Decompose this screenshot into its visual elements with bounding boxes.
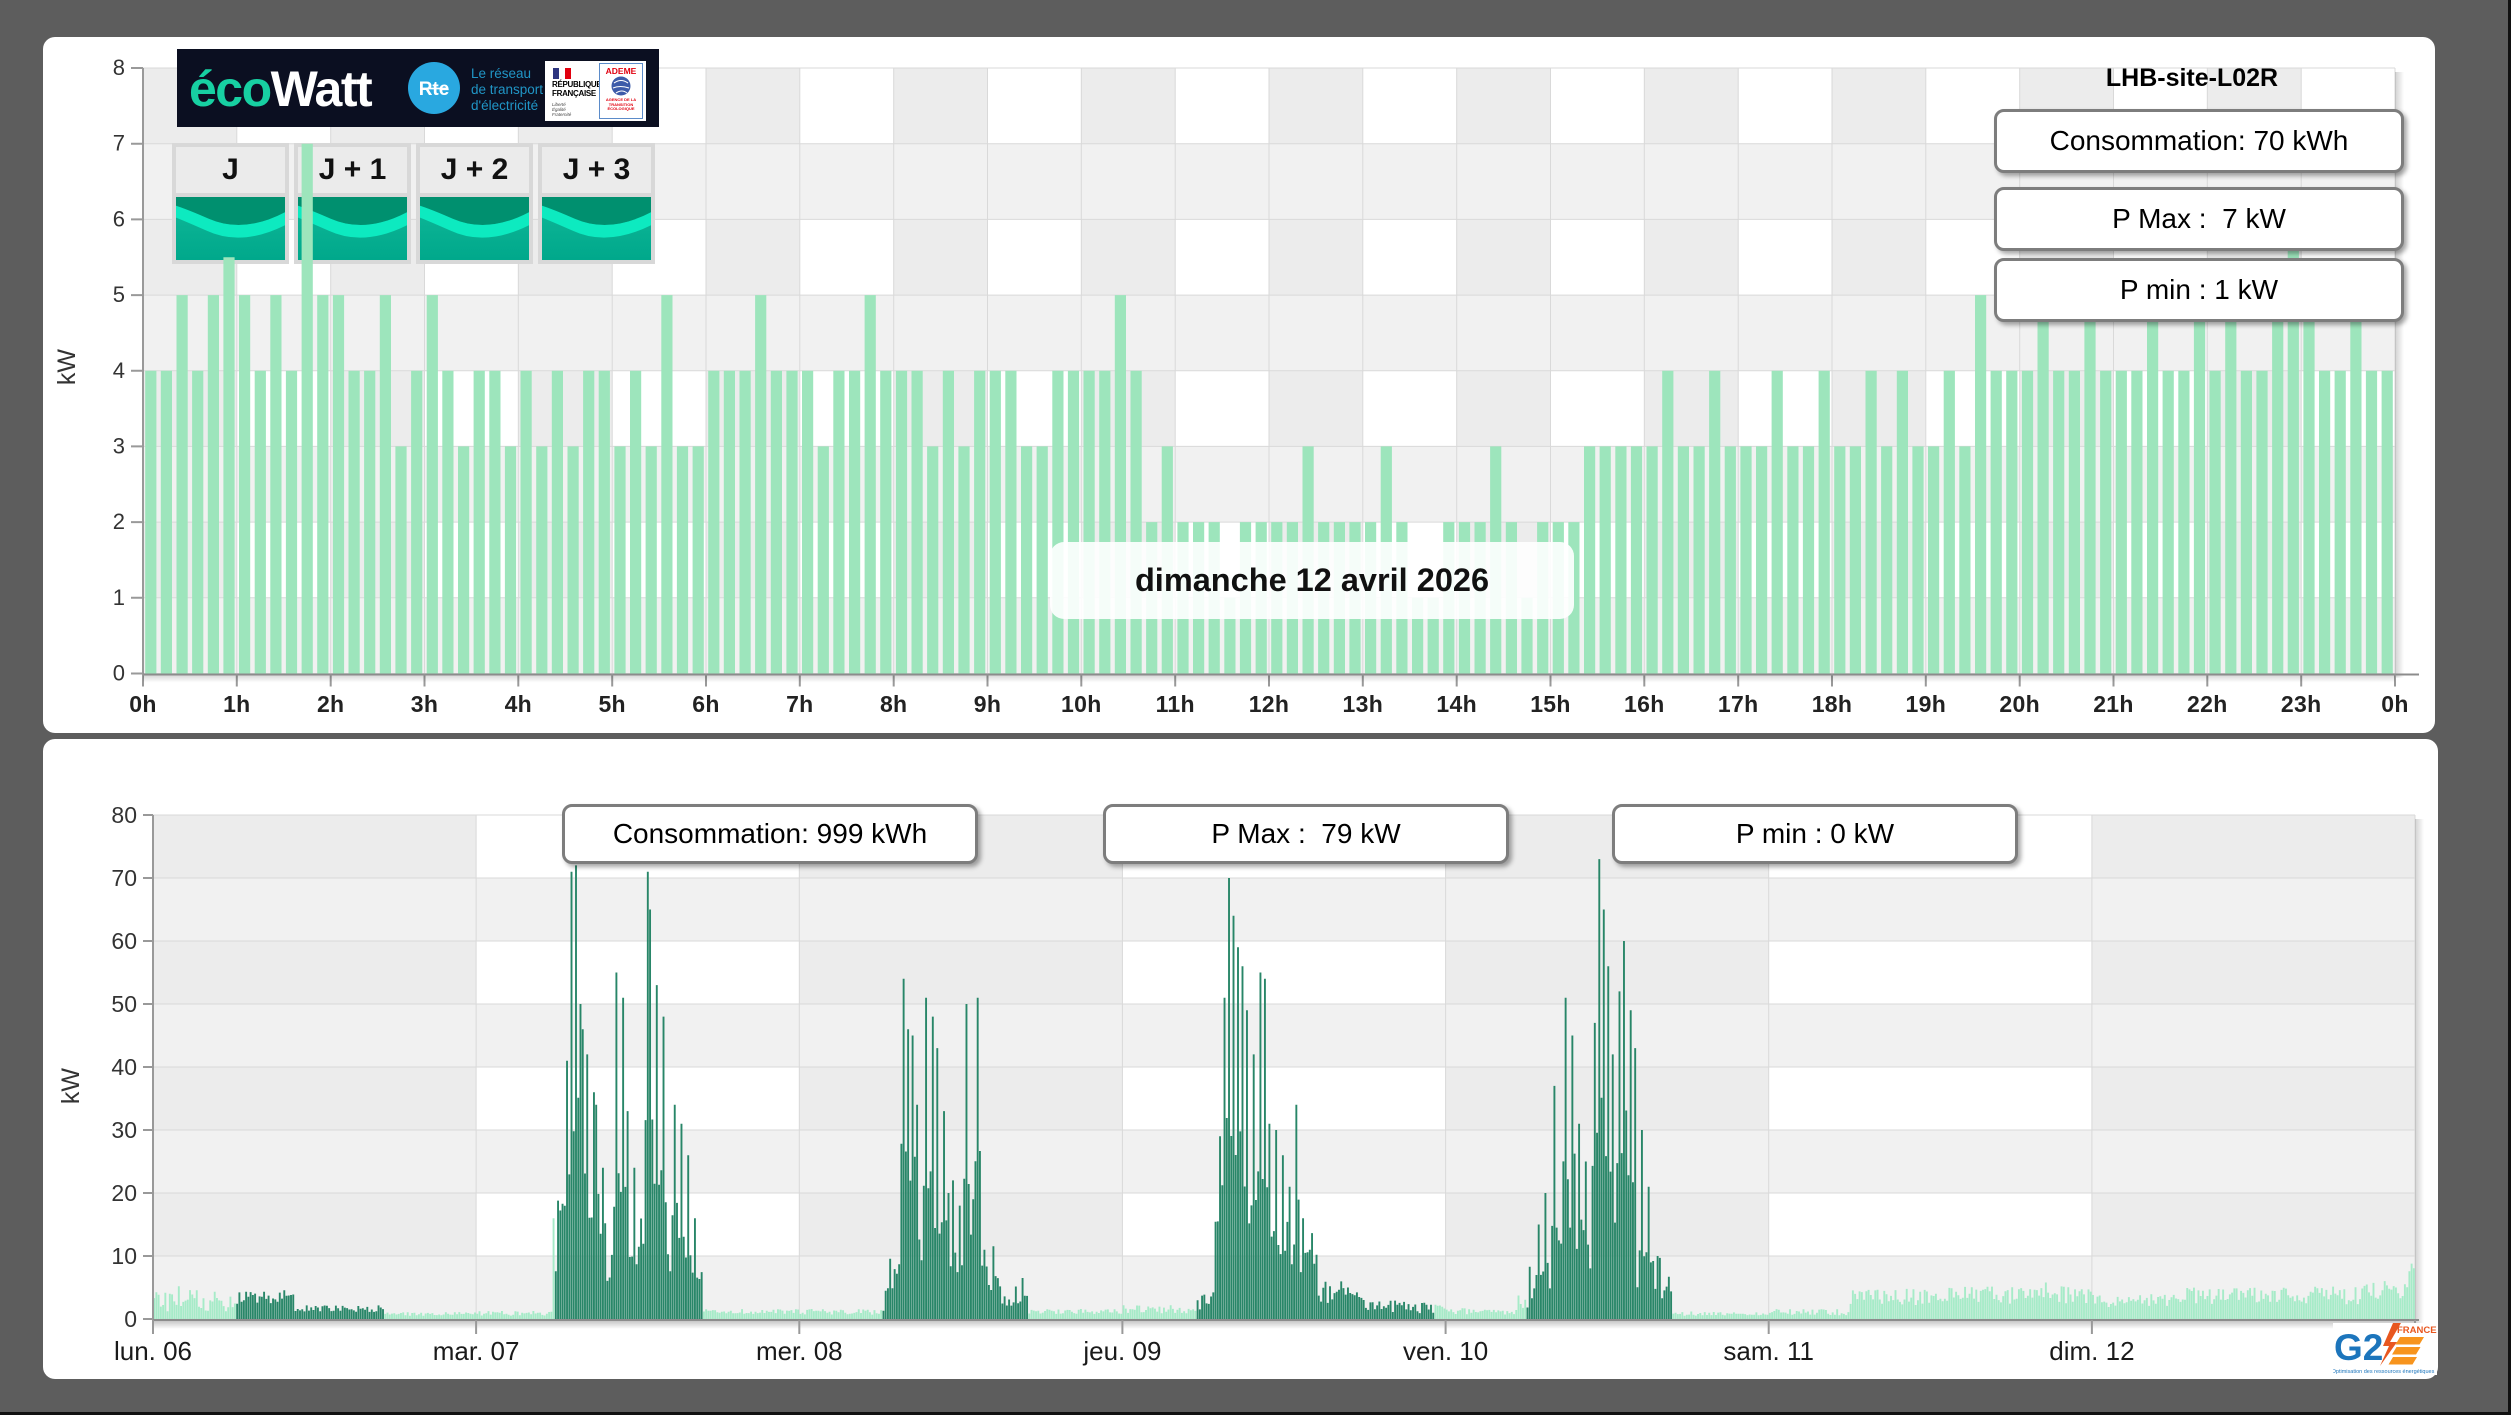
svg-text:5: 5 — [113, 282, 125, 307]
svg-text:17h: 17h — [1718, 691, 1759, 717]
svg-text:30: 30 — [111, 1117, 137, 1143]
svg-text:Rte: Rte — [419, 79, 450, 100]
svg-text:0h: 0h — [129, 691, 156, 717]
svg-text:8h: 8h — [880, 691, 907, 717]
svg-text:1h: 1h — [223, 691, 250, 717]
svg-text:14h: 14h — [1436, 691, 1477, 717]
svg-text:FRANCE: FRANCE — [2397, 1325, 2437, 1336]
svg-text:50: 50 — [111, 991, 137, 1017]
svg-text:4h: 4h — [505, 691, 532, 717]
svg-text:6h: 6h — [692, 691, 719, 717]
svg-text:15h: 15h — [1530, 691, 1571, 717]
svg-text:2: 2 — [113, 509, 125, 534]
svg-text:19h: 19h — [1906, 691, 1947, 717]
svg-text:1: 1 — [113, 585, 125, 610]
svg-text:0: 0 — [113, 661, 125, 686]
svg-text:kW: kW — [53, 349, 81, 386]
svg-text:6: 6 — [113, 206, 125, 231]
svg-text:12h: 12h — [1249, 691, 1290, 717]
svg-text:ven. 10: ven. 10 — [1403, 1336, 1488, 1366]
svg-text:2h: 2h — [317, 691, 344, 717]
svg-text:mar. 07: mar. 07 — [433, 1336, 520, 1366]
svg-text:dim. 12: dim. 12 — [2049, 1336, 2134, 1366]
svg-text:G2: G2 — [2334, 1327, 2383, 1368]
svg-text:13h: 13h — [1343, 691, 1384, 717]
svg-text:21h: 21h — [2093, 691, 2134, 717]
svg-text:40: 40 — [111, 1054, 137, 1080]
svg-text:20: 20 — [111, 1180, 137, 1206]
svg-text:7h: 7h — [786, 691, 813, 717]
svg-text:22h: 22h — [2187, 691, 2228, 717]
svg-text:lun. 06: lun. 06 — [114, 1336, 192, 1366]
svg-text:7: 7 — [113, 131, 125, 156]
svg-text:4: 4 — [113, 358, 125, 383]
svg-text:10: 10 — [111, 1243, 137, 1269]
svg-text:70: 70 — [111, 865, 137, 891]
svg-text:0h: 0h — [2381, 691, 2408, 717]
svg-text:18h: 18h — [1812, 691, 1853, 717]
svg-text:0: 0 — [124, 1306, 137, 1332]
svg-text:16h: 16h — [1624, 691, 1665, 717]
svg-text:mer. 08: mer. 08 — [756, 1336, 843, 1366]
svg-text:20h: 20h — [1999, 691, 2040, 717]
svg-text:80: 80 — [111, 802, 137, 828]
svg-text:sam. 11: sam. 11 — [1723, 1336, 1814, 1366]
svg-text:Optimisation des ressources én: Optimisation des ressources énergétiques — [2333, 1369, 2435, 1375]
svg-text:60: 60 — [111, 928, 137, 954]
svg-text:kW: kW — [57, 1068, 85, 1105]
svg-text:5h: 5h — [598, 691, 625, 717]
svg-text:8: 8 — [113, 55, 125, 80]
svg-text:10h: 10h — [1061, 691, 1102, 717]
svg-text:11h: 11h — [1156, 691, 1195, 717]
svg-text:23h: 23h — [2281, 691, 2322, 717]
svg-text:9h: 9h — [974, 691, 1001, 717]
svg-text:3: 3 — [113, 433, 125, 458]
svg-text:jeu. 09: jeu. 09 — [1082, 1336, 1161, 1366]
svg-text:3h: 3h — [411, 691, 438, 717]
